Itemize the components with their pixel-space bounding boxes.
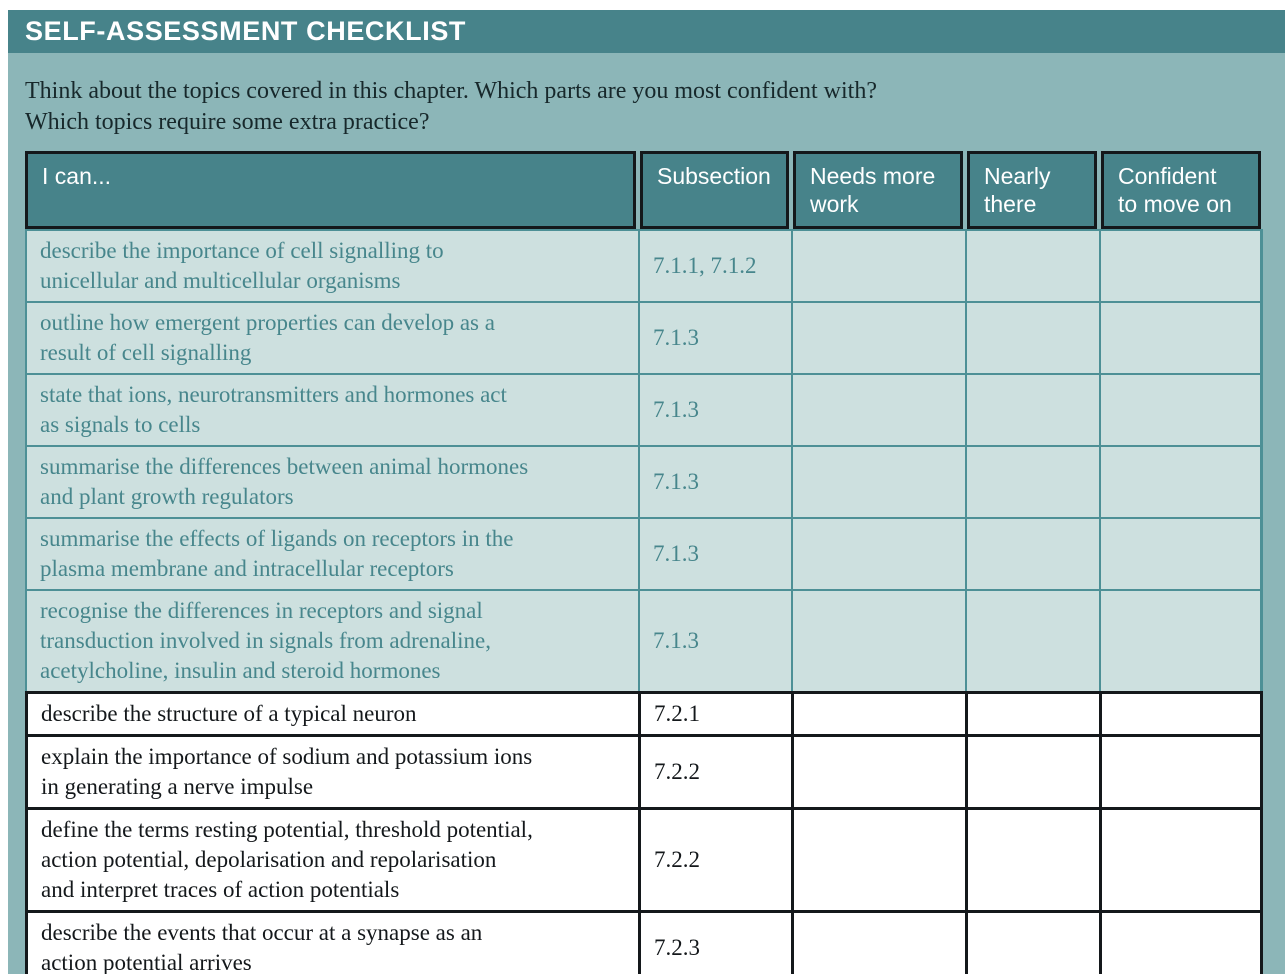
nearly-there-cell[interactable] <box>967 591 1101 691</box>
subsection-cell: 7.2.2 <box>641 810 794 910</box>
needs-more-work-cell[interactable] <box>793 447 967 517</box>
needs-more-work-cell[interactable] <box>794 694 968 734</box>
table-row: recognise the differences in receptors a… <box>25 591 1263 691</box>
nearly-there-cell[interactable] <box>967 447 1101 517</box>
column-header-needs-more-work: Needs more work <box>793 151 963 229</box>
confident-cell[interactable] <box>1101 519 1265 589</box>
column-header-nearly-there: Nearly there <box>967 151 1097 229</box>
skill-cell: state that ions, neurotransmitters and h… <box>27 375 640 445</box>
column-header-confident: Confident to move on <box>1101 151 1261 229</box>
nearly-there-cell[interactable] <box>967 375 1101 445</box>
subsection-cell: 7.1.1, 7.1.2 <box>640 231 793 301</box>
nearly-there-cell[interactable] <box>968 737 1102 807</box>
table-body: describe the importance of cell signalli… <box>25 229 1266 974</box>
skill-cell: describe the structure of a typical neur… <box>28 694 641 734</box>
skill-cell: define the terms resting potential, thre… <box>28 810 641 910</box>
column-header-subsection: Subsection <box>640 151 789 229</box>
confident-cell[interactable] <box>1101 447 1265 517</box>
subsection-cell: 7.2.3 <box>641 913 794 974</box>
nearly-there-cell[interactable] <box>968 810 1102 910</box>
skill-cell: explain the importance of sodium and pot… <box>28 737 641 807</box>
skill-cell: describe the importance of cell signalli… <box>27 231 640 301</box>
table-row: summarise the differences between animal… <box>25 447 1263 519</box>
nearly-there-cell[interactable] <box>967 303 1101 373</box>
nearly-there-cell[interactable] <box>967 231 1101 301</box>
confident-cell[interactable] <box>1101 303 1265 373</box>
skill-cell: summarise the differences between animal… <box>27 447 640 517</box>
table-row: describe the events that occur at a syna… <box>25 913 1263 974</box>
skill-cell: summarise the effects of ligands on rece… <box>27 519 640 589</box>
subsection-cell: 7.1.3 <box>640 303 793 373</box>
table-row: state that ions, neurotransmitters and h… <box>25 375 1263 447</box>
table-row: summarise the effects of ligands on rece… <box>25 519 1263 591</box>
skill-cell: outline how emergent properties can deve… <box>27 303 640 373</box>
confident-cell[interactable] <box>1102 694 1266 734</box>
needs-more-work-cell[interactable] <box>794 737 968 807</box>
confident-cell[interactable] <box>1102 737 1266 807</box>
subsection-cell: 7.2.2 <box>641 737 794 807</box>
table-row: outline how emergent properties can deve… <box>25 303 1263 375</box>
needs-more-work-cell[interactable] <box>793 591 967 691</box>
table-row: describe the importance of cell signalli… <box>25 229 1263 303</box>
skill-cell: recognise the differences in receptors a… <box>27 591 640 691</box>
needs-more-work-cell[interactable] <box>793 303 967 373</box>
subsection-cell: 7.1.3 <box>640 375 793 445</box>
column-header-i-can: I can... <box>25 151 636 229</box>
subsection-cell: 7.1.3 <box>640 447 793 517</box>
title-bar: SELF-ASSESSMENT CHECKLIST <box>8 10 1285 53</box>
checklist-card: SELF-ASSESSMENT CHECKLIST Think about th… <box>8 10 1285 974</box>
nearly-there-cell[interactable] <box>968 913 1102 974</box>
table-row: define the terms resting potential, thre… <box>25 810 1263 913</box>
intro-text: Think about the topics covered in this c… <box>25 78 877 135</box>
table-header-row: I can... Subsection Needs more work Near… <box>25 151 1266 229</box>
confident-cell[interactable] <box>1102 913 1266 974</box>
table-row: explain the importance of sodium and pot… <box>25 737 1263 810</box>
table-row: describe the structure of a typical neur… <box>25 691 1263 737</box>
confident-cell[interactable] <box>1101 375 1265 445</box>
skill-cell: describe the events that occur at a syna… <box>28 913 641 974</box>
needs-more-work-cell[interactable] <box>793 375 967 445</box>
needs-more-work-cell[interactable] <box>794 913 968 974</box>
confident-cell[interactable] <box>1101 591 1265 691</box>
page-title: SELF-ASSESSMENT CHECKLIST <box>25 16 467 46</box>
subsection-cell: 7.2.1 <box>641 694 794 734</box>
confident-cell[interactable] <box>1102 810 1266 910</box>
nearly-there-cell[interactable] <box>967 519 1101 589</box>
needs-more-work-cell[interactable] <box>793 231 967 301</box>
needs-more-work-cell[interactable] <box>794 810 968 910</box>
checklist-table: I can... Subsection Needs more work Near… <box>25 151 1266 974</box>
confident-cell[interactable] <box>1101 231 1265 301</box>
needs-more-work-cell[interactable] <box>793 519 967 589</box>
subsection-cell: 7.1.3 <box>640 519 793 589</box>
subsection-cell: 7.1.3 <box>640 591 793 691</box>
nearly-there-cell[interactable] <box>968 694 1102 734</box>
